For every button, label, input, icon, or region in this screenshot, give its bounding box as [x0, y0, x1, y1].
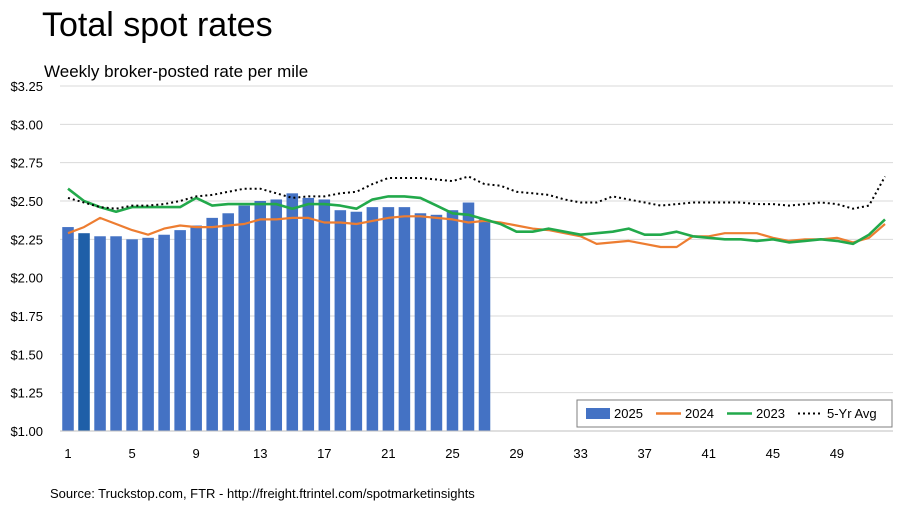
legend-label-2025: 2025	[614, 406, 643, 421]
y-tick-label: $3.25	[10, 79, 43, 94]
x-tick-label: 1	[64, 446, 71, 461]
line-5yr-avg	[67, 175, 886, 210]
x-tick-label: 33	[573, 446, 587, 461]
bar-week-22	[398, 207, 411, 431]
bar-week-10	[206, 217, 218, 431]
bar-week-18	[334, 210, 347, 431]
legend-label-2023: 2023	[756, 406, 785, 421]
legend-label-2024: 2024	[685, 406, 714, 421]
line-2024	[67, 215, 886, 249]
bar-week-12	[238, 205, 250, 431]
legend: 2025 2024 2023 5-Yr Avg	[576, 399, 893, 428]
bar-week-15	[286, 193, 299, 431]
bar-week-16	[302, 197, 315, 431]
bars-2025	[62, 193, 491, 431]
bar-week-14	[270, 199, 283, 431]
bar-week-11	[222, 213, 234, 431]
chart-title: Total spot rates	[42, 6, 273, 44]
line-series	[67, 175, 886, 249]
bar-week-1	[62, 227, 74, 431]
bar-week-26	[462, 202, 475, 431]
bar-week-23	[414, 213, 427, 431]
x-tick-label: 37	[637, 446, 651, 461]
y-tick-label: $1.75	[10, 309, 43, 324]
y-tick-label: $2.00	[10, 271, 43, 286]
x-tick-label: 25	[445, 446, 459, 461]
y-tick-label: $2.25	[10, 232, 43, 247]
bar-week-5	[126, 239, 138, 431]
bar-week-17	[318, 199, 331, 431]
bar-week-7	[158, 234, 170, 431]
legend-label-5yr-avg: 5-Yr Avg	[827, 406, 877, 421]
bar-week-6	[142, 237, 154, 431]
bar-week-27	[478, 219, 491, 431]
line-2023	[67, 187, 886, 246]
bar-week-24	[430, 214, 443, 431]
bar-week-3	[94, 236, 106, 431]
bar-week-19	[350, 211, 363, 431]
bar-week-9	[190, 225, 202, 431]
y-tick-label: $1.00	[10, 424, 43, 439]
chart-subtitle: Weekly broker-posted rate per mile	[44, 62, 309, 81]
bar-week-8	[174, 230, 186, 431]
legend-swatch-2025	[586, 408, 610, 419]
y-tick-label: $1.25	[10, 386, 43, 401]
x-tick-label: 5	[128, 446, 135, 461]
y-axis-ticks: $1.00 $1.25 $1.50 $1.75 $2.00 $2.25 $2.50 $2.75…	[10, 79, 43, 439]
bar-week-21	[382, 207, 395, 431]
bar-week-20	[366, 207, 379, 431]
x-tick-label: 13	[253, 446, 267, 461]
x-tick-label: 45	[766, 446, 780, 461]
bar-week-25	[446, 210, 459, 431]
x-tick-label: 41	[702, 446, 716, 461]
y-tick-label: $2.50	[10, 194, 43, 209]
y-tick-label: $1.50	[10, 347, 43, 362]
x-tick-label: 21	[381, 446, 395, 461]
y-tick-label: $3.00	[10, 117, 43, 132]
bar-week-4	[110, 236, 122, 431]
source-note: Source: Truckstop.com, FTR - http://frei…	[50, 486, 475, 501]
y-tick-label: $2.75	[10, 156, 43, 171]
x-axis-ticks: 1 5 9 13 17 21 25 29 33 37 41 45 49	[64, 446, 844, 461]
x-tick-label: 49	[830, 446, 844, 461]
x-tick-label: 17	[317, 446, 331, 461]
bar-week-13	[254, 201, 267, 431]
x-tick-label: 29	[509, 446, 523, 461]
bar-week-2	[78, 233, 90, 431]
x-tick-label: 9	[193, 446, 200, 461]
